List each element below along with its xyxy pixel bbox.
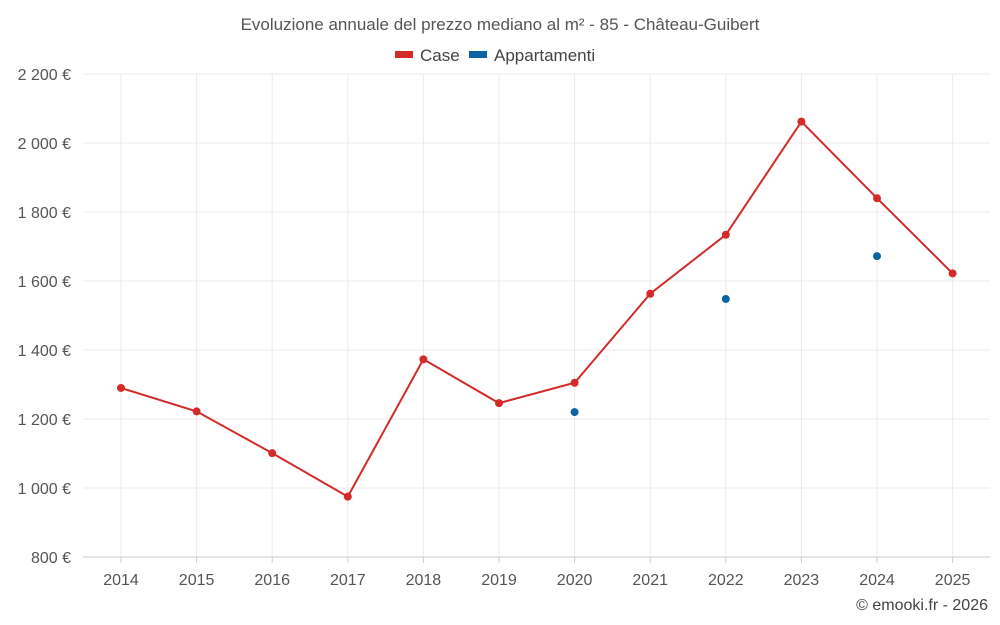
chart-title: Evoluzione annuale del prezzo mediano al… xyxy=(241,15,760,34)
appartamenti-point-2024 xyxy=(873,252,881,261)
x-tick-label: 2025 xyxy=(935,572,971,589)
y-tick-label: 1 800 € xyxy=(18,205,71,222)
x-tick-label: 2024 xyxy=(859,572,895,589)
case-point-2023 xyxy=(797,117,806,126)
legend: Case Appartamenti xyxy=(395,46,595,65)
legend-swatch-appartamenti xyxy=(469,51,487,58)
x-tick-label: 2017 xyxy=(330,572,366,589)
series-line-case xyxy=(120,120,954,498)
gridlines xyxy=(83,73,990,558)
credit-text: © emooki.fr - 2026 xyxy=(856,597,988,614)
case-point-2025 xyxy=(948,269,957,278)
x-tick-label: 2021 xyxy=(632,572,668,589)
case-point-2017 xyxy=(343,492,352,501)
case-point-2020 xyxy=(570,378,579,387)
x-tick-label: 2016 xyxy=(254,572,290,589)
x-tick-label: 2023 xyxy=(784,572,820,589)
x-tick-label: 2014 xyxy=(103,572,139,589)
appartamenti-point-2020 xyxy=(570,408,579,417)
legend-label-case: Case xyxy=(420,46,460,65)
case-point-2014 xyxy=(117,383,125,392)
case-point-2022 xyxy=(721,230,730,239)
y-axis-ticks: 800 € 1 000 € 1 200 € 1 400 € 1 600 € 1 800 €… xyxy=(18,67,71,567)
y-tick-label: 1 600 € xyxy=(18,274,71,291)
x-tick-label: 2022 xyxy=(708,572,744,589)
case-point-2016 xyxy=(268,449,277,458)
y-tick-label: 1 200 € xyxy=(18,412,71,429)
series-layer xyxy=(117,117,957,501)
x-tick-label: 2015 xyxy=(179,572,215,589)
case-point-2018 xyxy=(419,355,428,364)
case-point-2024 xyxy=(873,194,881,203)
x-axis-ticks: 2014 2015 2016 2017 2018 2019 2020 2021 2022 2023… xyxy=(103,557,970,589)
appartamenti-point-2022 xyxy=(721,294,730,303)
y-tick-label: 2 000 € xyxy=(18,136,71,153)
y-tick-label: 1 400 € xyxy=(18,343,71,360)
case-point-2015 xyxy=(192,407,201,416)
legend-swatch-case xyxy=(395,51,413,58)
x-tick-label: 2018 xyxy=(406,572,442,589)
y-tick-label: 800 € xyxy=(31,550,71,567)
case-point-2021 xyxy=(646,289,655,298)
x-tick-label: 2019 xyxy=(481,572,517,589)
y-tick-label: 1 000 € xyxy=(18,481,71,498)
legend-label-appartamenti: Appartamenti xyxy=(494,46,595,65)
x-tick-label: 2020 xyxy=(557,572,593,589)
case-point-2019 xyxy=(495,399,503,408)
y-tick-label: 2 200 € xyxy=(18,67,71,84)
